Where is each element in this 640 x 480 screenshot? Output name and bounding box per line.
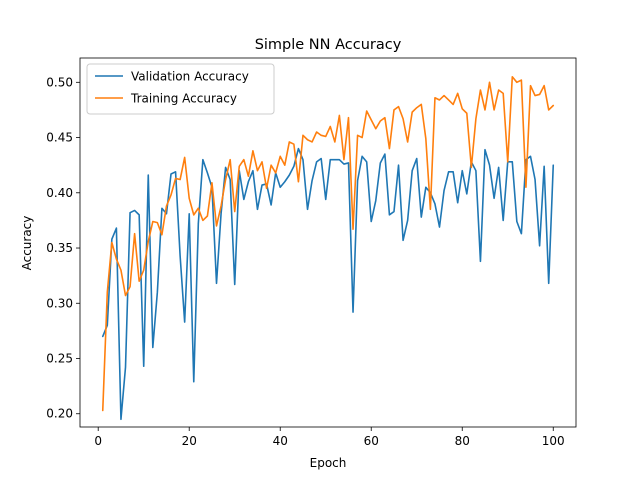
x-tick-label: 60	[364, 434, 379, 448]
y-axis-label: Accuracy	[20, 216, 34, 271]
y-tick-label: 0.35	[46, 241, 73, 255]
y-tick-label: 0.20	[46, 407, 73, 421]
y-tick-label: 0.25	[46, 352, 73, 366]
chart-title: Simple NN Accuracy	[255, 37, 402, 53]
plot-area	[80, 58, 576, 427]
legend-label-validation: Validation Accuracy	[131, 70, 249, 84]
y-tick-label: 0.50	[46, 75, 73, 89]
y-tick-label: 0.45	[46, 131, 73, 145]
y-tick-label: 0.40	[46, 186, 73, 200]
legend-box	[86, 63, 275, 115]
x-tick-label: 0	[94, 434, 102, 448]
y-axis: 0.20 0.25 0.30 0.35 0.40 0.45 0.50	[46, 75, 80, 421]
legend-label-training: Training Accuracy	[130, 92, 237, 106]
y-tick-label: 0.30	[46, 296, 73, 310]
x-tick-label: 80	[455, 434, 470, 448]
x-tick-label: 100	[542, 434, 565, 448]
x-axis-label: Epoch	[310, 456, 347, 470]
series-line-validation	[101, 147, 555, 421]
plot-frame	[79, 57, 577, 428]
x-axis: 0 20 40 60 80 100	[94, 427, 565, 448]
series-line-training	[101, 75, 555, 412]
series-layer	[101, 75, 555, 421]
legend: Validation Accuracy Training Accuracy	[86, 63, 275, 115]
x-tick-label: 40	[273, 434, 288, 448]
x-tick-label: 20	[182, 434, 197, 448]
